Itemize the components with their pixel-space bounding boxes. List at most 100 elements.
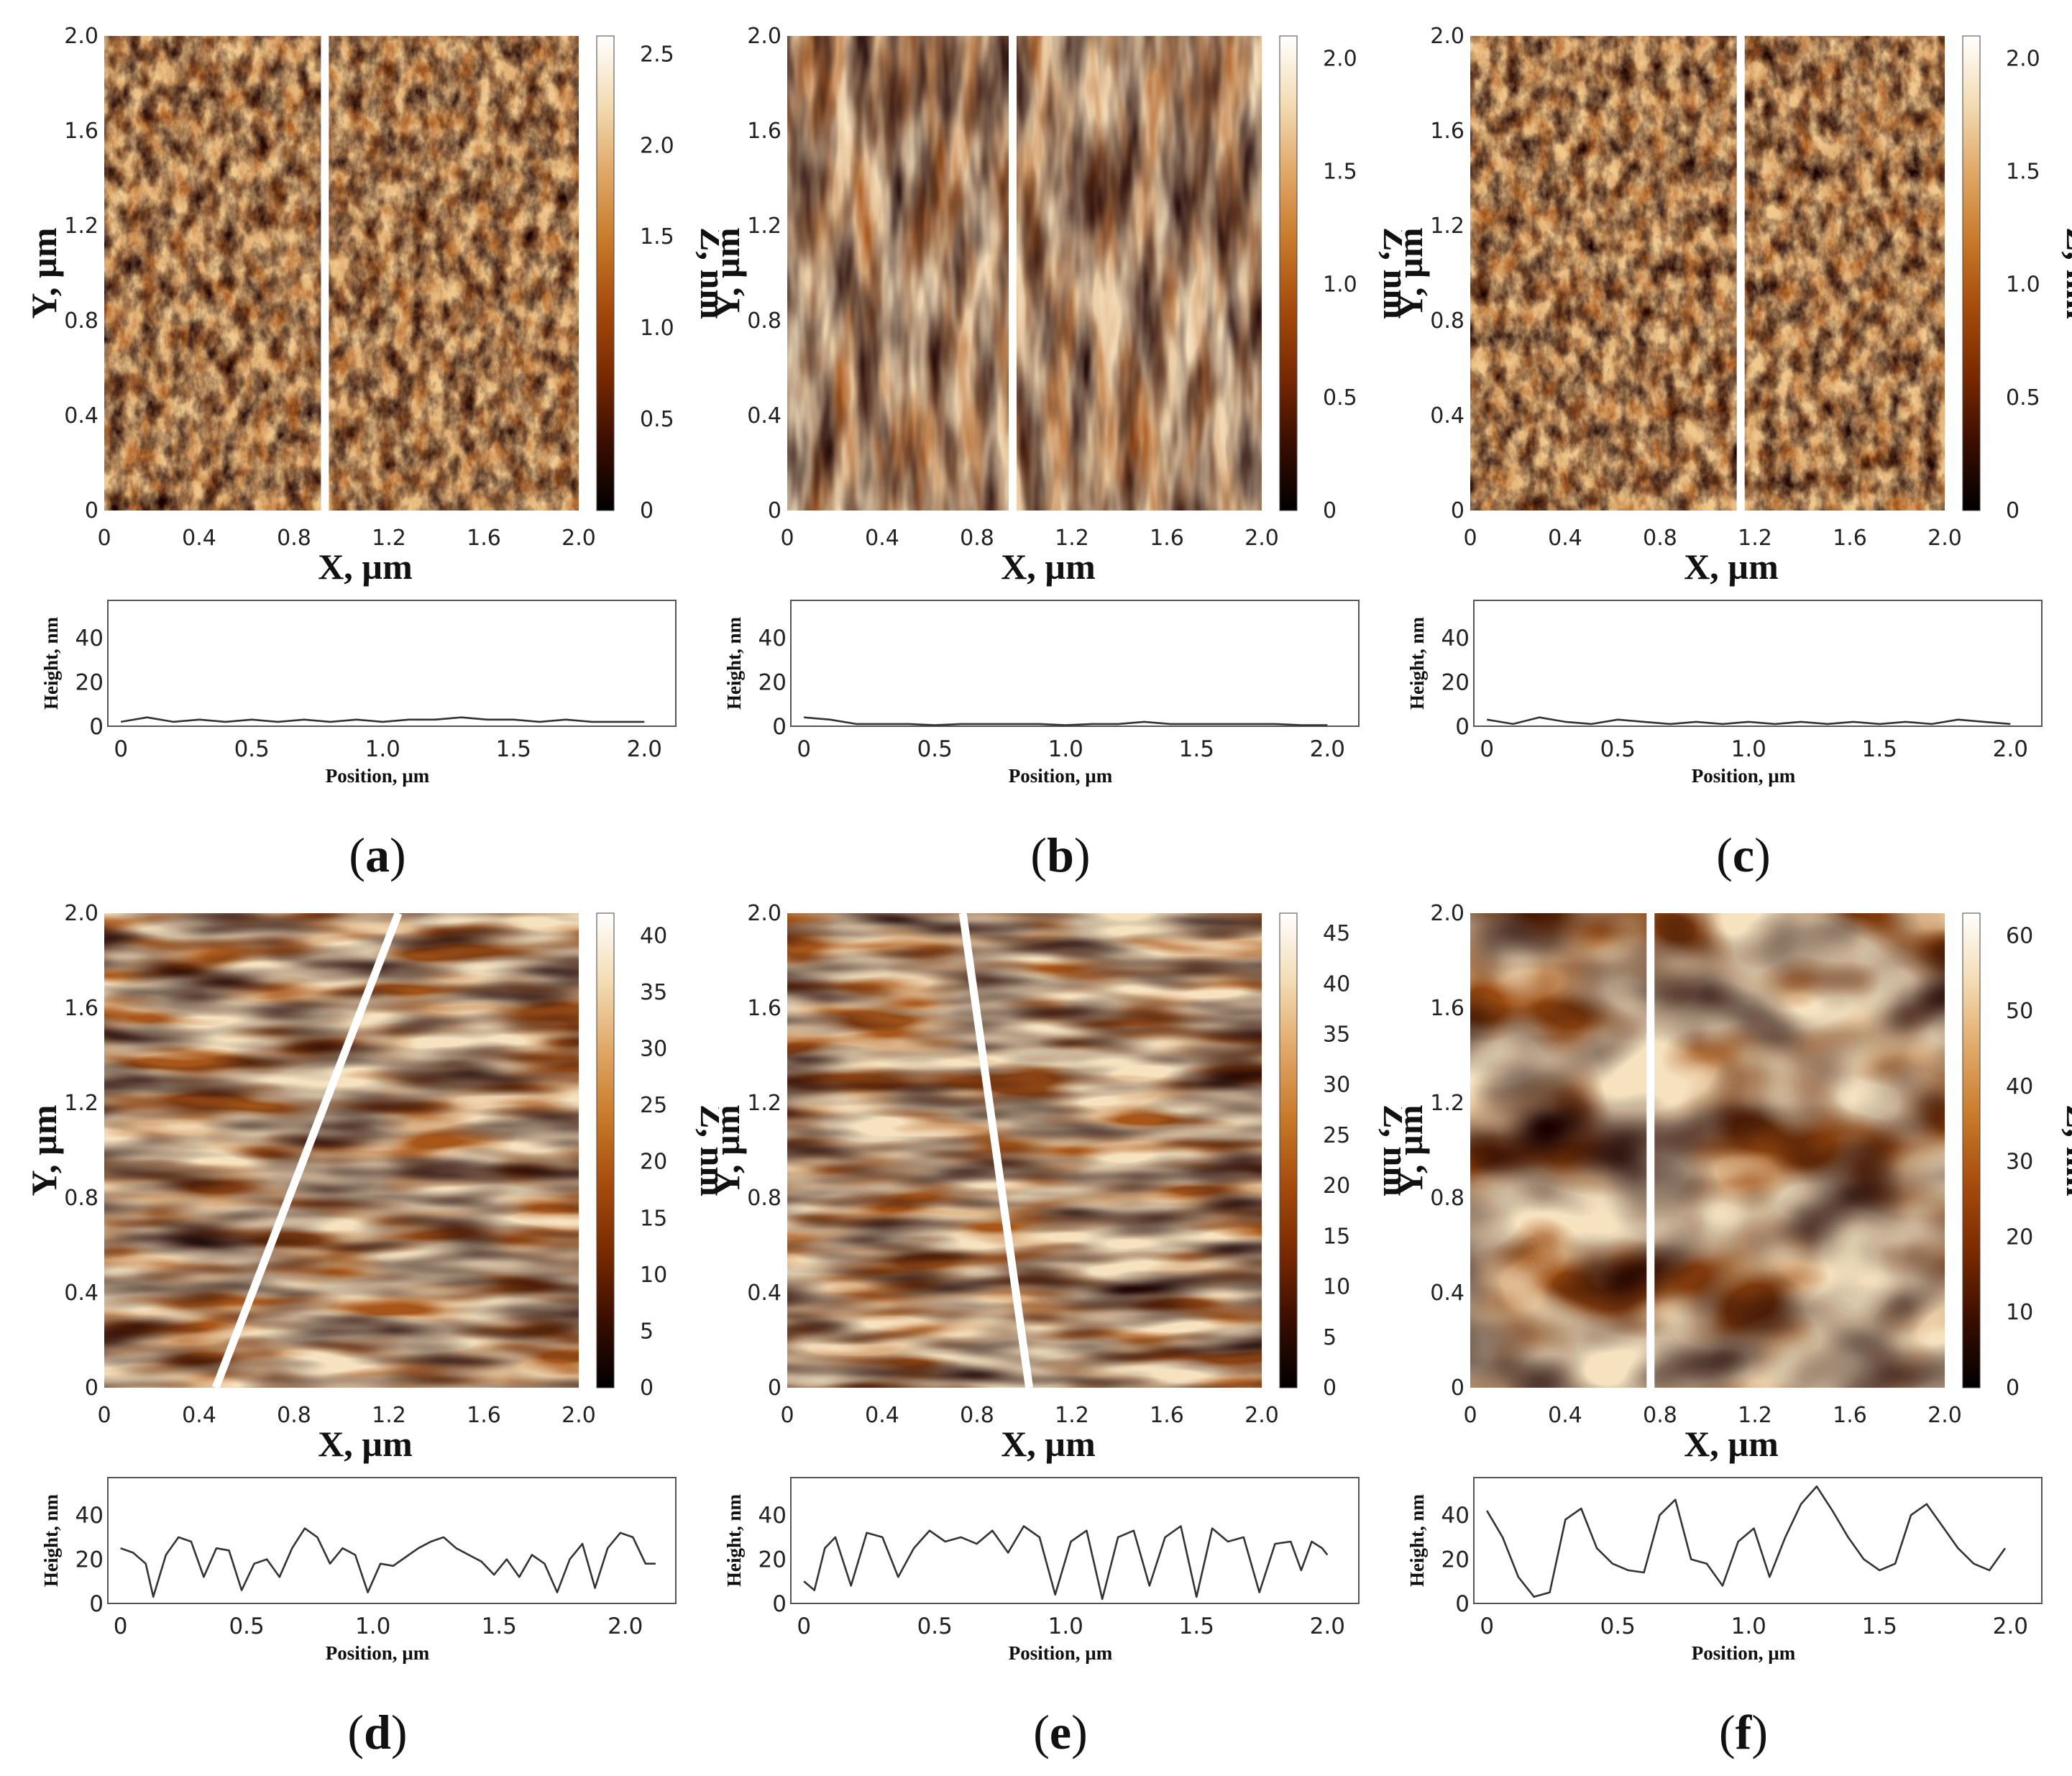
y-tick-label: 0 <box>85 1376 98 1401</box>
x-tick-label: 0 <box>1463 526 1477 551</box>
x-tick-label: 1.2 <box>1055 526 1089 551</box>
y-tick-label: 0 <box>1451 1376 1464 1401</box>
x-tick-label: 0.8 <box>1643 526 1677 551</box>
profile-frame <box>790 600 1360 727</box>
colorbar-tick-label: 15 <box>640 1206 667 1231</box>
colorbar-tick-label: 2.0 <box>640 133 674 158</box>
afm-chart-d: 0 0.4 0.8 1.2 1.6 2.0 0 0.4 0.8 1.2 1.6 2.0 X, µm Y, … <box>29 901 719 1664</box>
height-map-shadows <box>104 36 579 511</box>
x-tick-label: 0.4 <box>182 1403 216 1428</box>
y-axis-label: Y, µm <box>1395 228 1430 319</box>
colorbar-tick-label: 15 <box>1323 1224 1350 1249</box>
y-tick-label: 2.0 <box>64 901 98 926</box>
x-tick-label: 0.8 <box>277 526 311 551</box>
x-tick-label: 1.6 <box>1833 526 1867 551</box>
profile-x-tick-label: 0 <box>1480 736 1494 762</box>
x-tick-label: 1.6 <box>1833 1403 1867 1428</box>
y-tick-label: 0.4 <box>747 1281 781 1306</box>
y-tick-label: 1.2 <box>747 1091 781 1116</box>
x-axis-label: X, µm <box>318 546 413 587</box>
profile-x-tick-label: 1.0 <box>1048 1613 1083 1639</box>
profile-y-tick-label: 0 <box>1455 714 1470 740</box>
colorbar-tick-label: 1.5 <box>1323 160 1357 185</box>
profile-y-tick-label: 40 <box>75 626 104 651</box>
y-tick-label: 1.2 <box>1430 214 1464 239</box>
profile-y-tick-label: 20 <box>758 670 787 696</box>
y-tick-label: 1.6 <box>1430 119 1464 144</box>
afm-chart-e: 0 0.4 0.8 1.2 1.6 2.0 0 0.4 0.8 1.2 1.6 2.0 X, µm Y, … <box>712 901 1402 1664</box>
y-axis-label: Y, µm <box>1395 1105 1430 1196</box>
profile-x-axis-label: Position, µm <box>1692 765 1796 787</box>
colorbar-tick-label: 0.5 <box>1323 385 1357 411</box>
profile-x-tick-label: 1.0 <box>355 1613 390 1639</box>
profile-y-axis-label: Height, nm <box>1406 616 1428 710</box>
y-tick-label: 0.8 <box>64 308 98 334</box>
afm-height-map <box>1470 36 1945 511</box>
profile-x-tick-label: 1.0 <box>1731 1613 1766 1639</box>
colorbar-tick-label: 10 <box>640 1263 667 1288</box>
x-tick-label: 2.0 <box>1927 1403 1962 1428</box>
profile-x-tick-label: 0.5 <box>1600 1613 1636 1639</box>
x-tick-label: 0.8 <box>960 1403 994 1428</box>
x-tick-label: 0.4 <box>1548 526 1582 551</box>
colorbar-label: Z, nm <box>693 227 719 319</box>
profile-x-axis-label: Position, µm <box>1009 765 1113 787</box>
afm-chart-c: 0 0.4 0.8 1.2 1.6 2.0 0 0.4 0.8 1.2 1.6 2.0 X, µm Y, … <box>1395 24 2072 787</box>
y-tick-label: 0.4 <box>64 403 98 429</box>
panel-letter: (d) <box>347 1705 408 1759</box>
profile-y-tick-label: 20 <box>758 1547 787 1573</box>
afm-height-map <box>1470 913 1945 1388</box>
panel-letter: (c) <box>1716 828 1771 882</box>
y-tick-label: 0.4 <box>1430 1281 1464 1306</box>
profile-y-axis-label: Height, nm <box>40 616 62 710</box>
colorbar <box>596 912 615 1388</box>
profile-y-tick-label: 40 <box>75 1503 104 1529</box>
colorbar-tick-label: 2.0 <box>2006 46 2040 71</box>
y-tick-label: 1.6 <box>747 996 781 1021</box>
profile-y-tick-label: 20 <box>75 1547 104 1573</box>
y-axis-label: Y, µm <box>29 1105 64 1196</box>
colorbar-tick-label: 1.0 <box>640 316 674 341</box>
profile-series-line <box>120 1527 656 1598</box>
colorbar-tick-label: 5 <box>640 1319 654 1344</box>
y-tick-label: 2.0 <box>1430 901 1464 926</box>
colorbar-tick-label: 1.0 <box>1323 273 1357 298</box>
x-tick-label: 1.6 <box>467 526 501 551</box>
profile-x-tick-label: 1.0 <box>1731 736 1766 762</box>
profile-y-tick-label: 0 <box>89 714 104 740</box>
profile-y-tick-label: 0 <box>772 1591 787 1617</box>
colorbar-tick-label: 35 <box>640 980 667 1005</box>
y-tick-label: 1.6 <box>1430 996 1464 1021</box>
profile-y-tick-label: 40 <box>758 1503 787 1529</box>
x-tick-label: 0.8 <box>1643 1403 1677 1428</box>
colorbar-tick-label: 2.5 <box>640 42 674 67</box>
profile-y-tick-label: 40 <box>758 626 787 651</box>
colorbar-tick-label: 0.5 <box>2006 385 2040 411</box>
afm-height-map <box>787 913 1262 1388</box>
x-tick-label: 0.8 <box>960 526 994 551</box>
x-axis-label: X, µm <box>1684 1424 1779 1464</box>
x-axis-label: X, µm <box>318 1424 413 1464</box>
y-tick-label: 0.4 <box>64 1281 98 1306</box>
panel-letter: (f) <box>1719 1705 1768 1759</box>
y-tick-label: 0.8 <box>64 1186 98 1211</box>
x-tick-label: 0.8 <box>277 1403 311 1428</box>
y-tick-label: 0.8 <box>1430 308 1464 334</box>
y-axis-label: Y, µm <box>712 228 747 319</box>
colorbar-tick-label: 1.5 <box>640 224 674 250</box>
colorbar-tick-label: 25 <box>1323 1123 1350 1148</box>
y-tick-label: 0 <box>768 1376 781 1401</box>
height-map-shadows <box>1470 36 1945 511</box>
colorbar-tick-label: 20 <box>1323 1173 1350 1199</box>
colorbar-tick-label: 20 <box>2006 1225 2033 1250</box>
x-tick-label: 1.2 <box>1055 1403 1089 1428</box>
x-tick-label: 1.2 <box>1738 1403 1772 1428</box>
y-axis-label: Y, µm <box>712 1105 747 1196</box>
y-tick-label: 1.2 <box>64 1091 98 1116</box>
y-axis-label: Y, µm <box>29 228 64 319</box>
colorbar-label: Z, nm <box>2059 1104 2072 1196</box>
profile-frame <box>107 1477 677 1604</box>
y-tick-label: 2.0 <box>64 24 98 49</box>
x-tick-label: 2.0 <box>561 526 596 551</box>
height-map-shadows <box>104 913 579 1388</box>
